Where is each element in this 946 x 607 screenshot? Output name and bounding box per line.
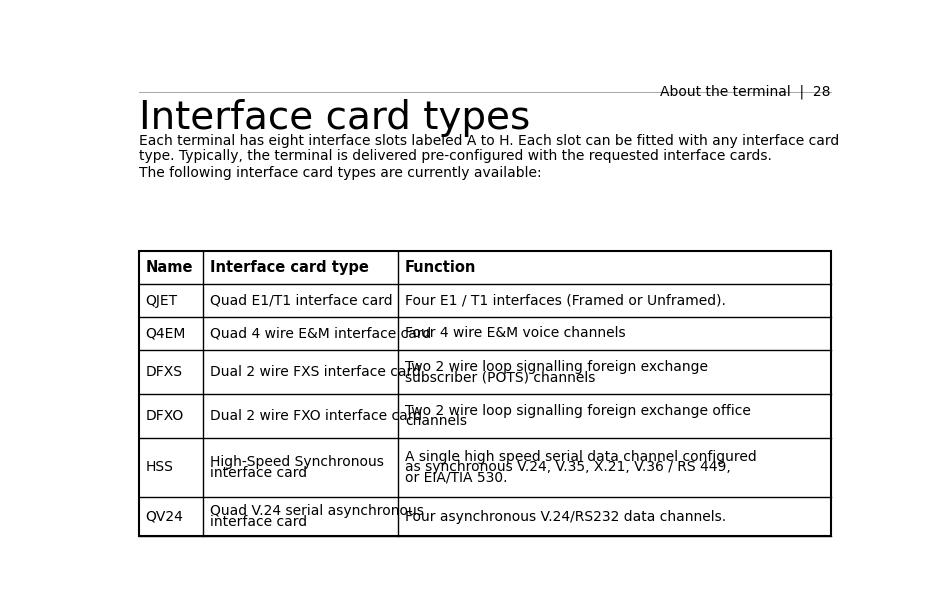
Text: The following interface card types are currently available:: The following interface card types are c… [139,166,541,180]
Text: A single high speed serial data channel configured: A single high speed serial data channel … [405,450,757,464]
Text: interface card: interface card [210,466,307,480]
Text: as synchronous V.24, V.35, X.21, V.36 / RS 449,: as synchronous V.24, V.35, X.21, V.36 / … [405,460,730,474]
Text: Quad V.24 serial asynchronous: Quad V.24 serial asynchronous [210,504,424,518]
Text: Two 2 wire loop signalling foreign exchange office: Two 2 wire loop signalling foreign excha… [405,404,751,418]
Text: Interface card types: Interface card types [139,98,530,137]
Text: High-Speed Synchronous: High-Speed Synchronous [210,455,384,469]
Text: Function: Function [405,260,476,276]
Bar [139,251,831,537]
Text: Dual 2 wire FXO interface card: Dual 2 wire FXO interface card [210,409,422,423]
Text: About the terminal  |  28: About the terminal | 28 [660,84,831,98]
Text: Two 2 wire loop signalling foreign exchange: Two 2 wire loop signalling foreign excha… [405,359,708,374]
Text: Each terminal has eight interface slots labeled A to H. Each slot can be fitted : Each terminal has eight interface slots … [139,134,839,148]
Text: Q4EM: Q4EM [146,327,185,341]
Text: or EIA/TIA 530.: or EIA/TIA 530. [405,471,507,485]
Text: Name: Name [146,260,193,276]
Text: Four E1 / T1 interfaces (Framed or Unframed).: Four E1 / T1 interfaces (Framed or Unfra… [405,294,726,308]
Text: Dual 2 wire FXS interface card: Dual 2 wire FXS interface card [210,365,421,379]
Text: Interface card type: Interface card type [210,260,369,276]
Text: subscriber (POTS) channels: subscriber (POTS) channels [405,370,595,384]
Text: QV24: QV24 [146,509,184,523]
Text: DFXS: DFXS [146,365,183,379]
Text: HSS: HSS [146,460,173,474]
Text: Quad E1/T1 interface card: Quad E1/T1 interface card [210,294,393,308]
Text: Four 4 wire E&M voice channels: Four 4 wire E&M voice channels [405,327,625,341]
Text: Quad 4 wire E&M interface card: Quad 4 wire E&M interface card [210,327,431,341]
Text: DFXO: DFXO [146,409,184,423]
Text: type. Typically, the terminal is delivered pre-configured with the requested int: type. Typically, the terminal is deliver… [139,149,772,163]
Text: channels: channels [405,414,467,428]
Text: QJET: QJET [146,294,178,308]
Text: interface card: interface card [210,515,307,529]
Text: Four asynchronous V.24/RS232 data channels.: Four asynchronous V.24/RS232 data channe… [405,509,726,523]
